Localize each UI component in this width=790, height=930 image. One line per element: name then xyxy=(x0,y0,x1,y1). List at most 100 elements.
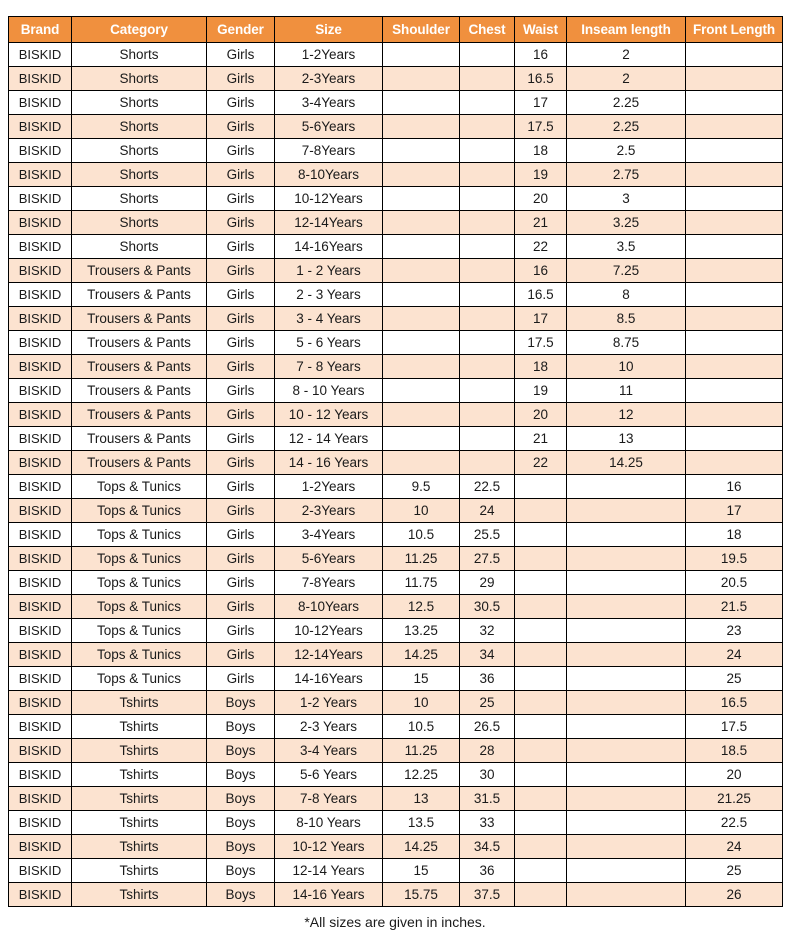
cell-chest xyxy=(459,258,515,283)
table-row: BISKID Tshirts Boys 2-3 Years 10.5 26.5 17.5 xyxy=(8,714,783,739)
cell-waist xyxy=(514,834,567,859)
table-row: BISKID Tops & Tunics Girls 10-12Years 13.25 3… xyxy=(8,618,783,643)
cell-inseam: 3.25 xyxy=(566,210,686,235)
cell-category: Shorts xyxy=(71,162,207,187)
cell-chest: 31.5 xyxy=(459,786,515,811)
cell-size: 10-12 Years xyxy=(274,834,383,859)
cell-waist xyxy=(514,546,567,571)
cell-front_length xyxy=(685,450,783,475)
cell-size: 2-3Years xyxy=(274,498,383,523)
cell-gender: Girls xyxy=(206,618,275,643)
column-header-size[interactable]: Size xyxy=(274,16,383,43)
cell-brand: BISKID xyxy=(8,882,72,907)
cell-waist: 21 xyxy=(514,426,567,451)
table-row: BISKID Tshirts Boys 12-14 Years 15 36 25 xyxy=(8,858,783,883)
table-row: BISKID Trousers & Pants Girls 14 - 16 Years… xyxy=(8,450,783,475)
cell-shoulder: 11.25 xyxy=(382,546,460,571)
cell-size: 8-10 Years xyxy=(274,810,383,835)
cell-inseam: 3 xyxy=(566,186,686,211)
cell-inseam: 3.5 xyxy=(566,234,686,259)
cell-waist: 16 xyxy=(514,258,567,283)
cell-shoulder xyxy=(382,378,460,403)
cell-waist xyxy=(514,858,567,883)
cell-inseam xyxy=(566,618,686,643)
table-row: BISKID Tops & Tunics Girls 14-16Years 15 36 25 xyxy=(8,666,783,691)
table-row: BISKID Tshirts Boys 5-6 Years 12.25 30 20 xyxy=(8,762,783,787)
cell-size: 12-14 Years xyxy=(274,858,383,883)
column-header-inseam[interactable]: Inseam length xyxy=(566,16,686,43)
cell-shoulder xyxy=(382,306,460,331)
cell-shoulder: 11.25 xyxy=(382,738,460,763)
table-row: BISKID Trousers & Pants Girls 1 - 2 Years 16… xyxy=(8,258,783,283)
column-header-brand[interactable]: Brand xyxy=(8,16,72,43)
cell-inseam xyxy=(566,738,686,763)
cell-size: 10-12Years xyxy=(274,186,383,211)
column-header-category[interactable]: Category xyxy=(71,16,207,43)
cell-brand: BISKID xyxy=(8,858,72,883)
cell-waist xyxy=(514,594,567,619)
cell-inseam: 2.25 xyxy=(566,90,686,115)
cell-chest: 26.5 xyxy=(459,714,515,739)
cell-gender: Boys xyxy=(206,858,275,883)
cell-gender: Girls xyxy=(206,162,275,187)
cell-size: 14-16 Years xyxy=(274,882,383,907)
cell-size: 14-16Years xyxy=(274,666,383,691)
cell-waist: 22 xyxy=(514,234,567,259)
cell-size: 3 - 4 Years xyxy=(274,306,383,331)
cell-waist xyxy=(514,474,567,499)
cell-inseam: 13 xyxy=(566,426,686,451)
cell-size: 1-2Years xyxy=(274,474,383,499)
cell-chest: 30 xyxy=(459,762,515,787)
cell-front_length xyxy=(685,234,783,259)
cell-front_length xyxy=(685,66,783,91)
cell-chest: 33 xyxy=(459,810,515,835)
cell-brand: BISKID xyxy=(8,546,72,571)
cell-gender: Girls xyxy=(206,570,275,595)
cell-size: 5-6 Years xyxy=(274,762,383,787)
cell-chest xyxy=(459,378,515,403)
column-header-front_length[interactable]: Front Length xyxy=(685,16,783,43)
cell-category: Tops & Tunics xyxy=(71,594,207,619)
cell-front_length xyxy=(685,426,783,451)
cell-chest xyxy=(459,234,515,259)
cell-brand: BISKID xyxy=(8,378,72,403)
table-row: BISKID Trousers & Pants Girls 10 - 12 Years… xyxy=(8,402,783,427)
cell-size: 1 - 2 Years xyxy=(274,258,383,283)
cell-gender: Girls xyxy=(206,498,275,523)
cell-brand: BISKID xyxy=(8,186,72,211)
cell-category: Tops & Tunics xyxy=(71,546,207,571)
cell-category: Tshirts xyxy=(71,882,207,907)
cell-chest xyxy=(459,162,515,187)
cell-gender: Boys xyxy=(206,786,275,811)
column-header-chest[interactable]: Chest xyxy=(459,16,515,43)
cell-front_length xyxy=(685,378,783,403)
cell-chest: 37.5 xyxy=(459,882,515,907)
cell-chest: 34.5 xyxy=(459,834,515,859)
cell-gender: Girls xyxy=(206,90,275,115)
cell-front_length xyxy=(685,210,783,235)
cell-size: 10 - 12 Years xyxy=(274,402,383,427)
cell-brand: BISKID xyxy=(8,618,72,643)
cell-inseam: 14.25 xyxy=(566,450,686,475)
cell-chest xyxy=(459,354,515,379)
cell-category: Trousers & Pants xyxy=(71,450,207,475)
cell-chest xyxy=(459,66,515,91)
column-header-gender[interactable]: Gender xyxy=(206,16,275,43)
cell-size: 7-8 Years xyxy=(274,786,383,811)
column-header-shoulder[interactable]: Shoulder xyxy=(382,16,460,43)
cell-front_length: 21.25 xyxy=(685,786,783,811)
cell-category: Tshirts xyxy=(71,762,207,787)
table-row: BISKID Trousers & Pants Girls 3 - 4 Years 17… xyxy=(8,306,783,331)
cell-brand: BISKID xyxy=(8,786,72,811)
cell-front_length: 24 xyxy=(685,834,783,859)
cell-shoulder: 14.25 xyxy=(382,642,460,667)
cell-waist: 16.5 xyxy=(514,282,567,307)
cell-chest xyxy=(459,282,515,307)
column-header-waist[interactable]: Waist xyxy=(514,16,567,43)
cell-category: Tops & Tunics xyxy=(71,474,207,499)
cell-shoulder: 10.5 xyxy=(382,714,460,739)
cell-waist xyxy=(514,498,567,523)
cell-brand: BISKID xyxy=(8,738,72,763)
cell-inseam xyxy=(566,810,686,835)
cell-waist xyxy=(514,690,567,715)
